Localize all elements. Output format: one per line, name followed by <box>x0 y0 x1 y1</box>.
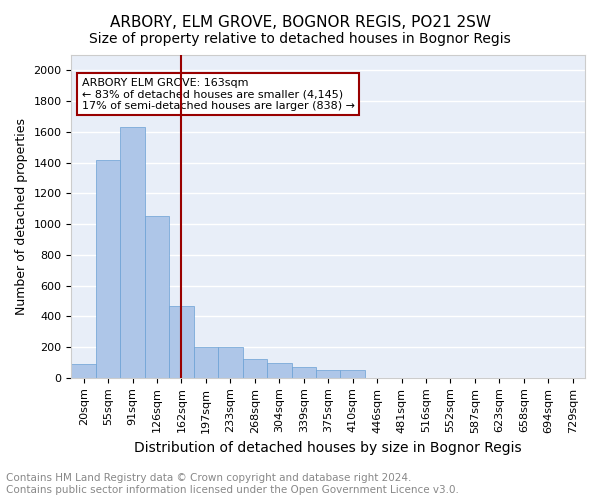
Bar <box>121 128 145 378</box>
Text: ARBORY ELM GROVE: 163sqm
← 83% of detached houses are smaller (4,145)
17% of sem: ARBORY ELM GROVE: 163sqm ← 83% of detach… <box>82 78 355 111</box>
Bar <box>267 363 292 378</box>
Text: Contains HM Land Registry data © Crown copyright and database right 2024.
Contai: Contains HM Land Registry data © Crown c… <box>6 474 459 495</box>
Bar <box>71 364 96 378</box>
Bar <box>340 370 365 378</box>
Y-axis label: Number of detached properties: Number of detached properties <box>15 118 28 315</box>
Bar <box>292 367 316 378</box>
Text: ARBORY, ELM GROVE, BOGNOR REGIS, PO21 2SW: ARBORY, ELM GROVE, BOGNOR REGIS, PO21 2S… <box>110 15 491 30</box>
X-axis label: Distribution of detached houses by size in Bognor Regis: Distribution of detached houses by size … <box>134 441 522 455</box>
Bar <box>169 306 194 378</box>
Bar <box>145 216 169 378</box>
Bar <box>96 160 121 378</box>
Bar <box>194 347 218 378</box>
Bar <box>316 370 340 378</box>
Bar <box>218 347 242 378</box>
Text: Size of property relative to detached houses in Bognor Regis: Size of property relative to detached ho… <box>89 32 511 46</box>
Bar <box>242 360 267 378</box>
